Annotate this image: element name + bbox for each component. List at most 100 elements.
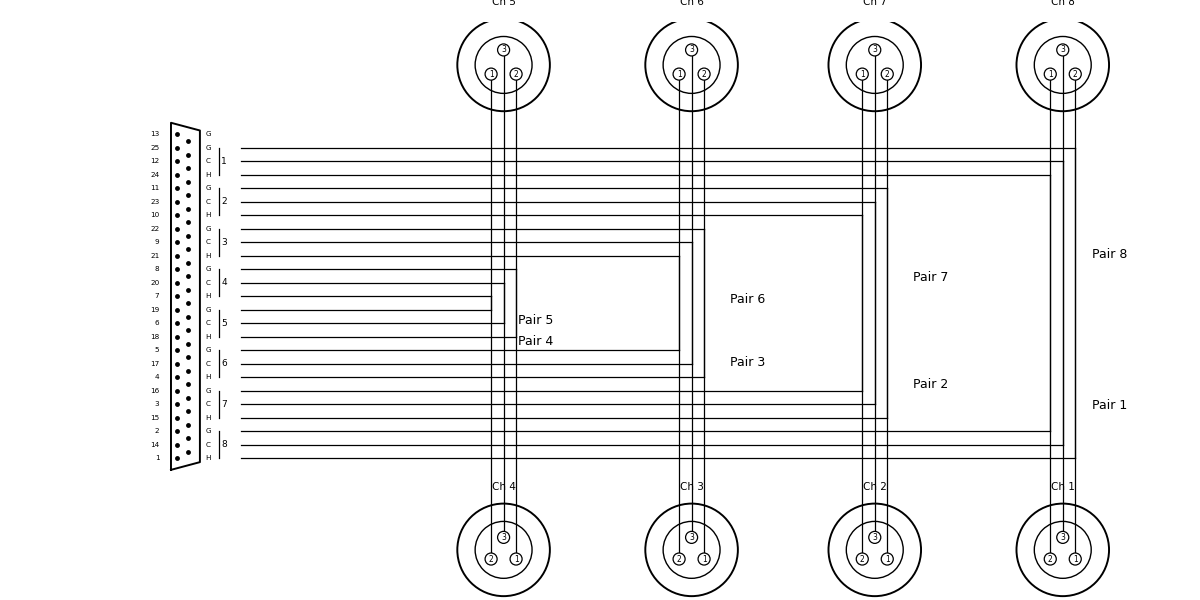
Circle shape: [698, 68, 710, 80]
Text: Pair 1: Pair 1: [1092, 399, 1127, 412]
Text: H: H: [205, 455, 211, 461]
Text: H: H: [205, 415, 211, 421]
Text: Pair 6: Pair 6: [730, 293, 766, 306]
Text: 25: 25: [150, 145, 160, 151]
Text: G: G: [205, 131, 211, 137]
Text: Ch 3: Ch 3: [679, 482, 703, 492]
Text: 1: 1: [677, 70, 682, 79]
Text: 2: 2: [1073, 70, 1078, 79]
Circle shape: [1069, 68, 1081, 80]
Text: 6: 6: [155, 320, 160, 326]
Text: Pair 5: Pair 5: [518, 314, 553, 327]
Circle shape: [485, 68, 497, 80]
Text: 20: 20: [150, 280, 160, 286]
Text: 1: 1: [1048, 70, 1052, 79]
Text: 2: 2: [677, 554, 682, 563]
Circle shape: [881, 553, 893, 565]
Circle shape: [485, 553, 497, 565]
Text: C: C: [205, 361, 211, 367]
Circle shape: [673, 553, 685, 565]
Text: G: G: [205, 388, 211, 394]
Text: 1: 1: [221, 157, 227, 166]
Text: 1: 1: [884, 554, 889, 563]
Text: 12: 12: [150, 158, 160, 164]
Text: 3: 3: [689, 533, 694, 542]
Text: H: H: [205, 212, 211, 218]
Text: 21: 21: [150, 253, 160, 259]
Text: Ch 4: Ch 4: [492, 482, 516, 492]
Text: 4: 4: [155, 374, 160, 380]
Text: 1: 1: [702, 554, 707, 563]
Text: 3: 3: [221, 238, 227, 247]
Text: 7: 7: [155, 293, 160, 299]
Text: 2: 2: [884, 70, 889, 79]
Circle shape: [1044, 68, 1056, 80]
Text: H: H: [205, 374, 211, 380]
Text: 3: 3: [689, 46, 694, 55]
Text: 2: 2: [221, 197, 227, 206]
Text: 18: 18: [150, 334, 160, 340]
Text: G: G: [205, 226, 211, 232]
Text: H: H: [205, 334, 211, 340]
Text: 1: 1: [860, 70, 865, 79]
Text: 9: 9: [155, 239, 160, 245]
Circle shape: [869, 532, 881, 544]
Circle shape: [498, 44, 510, 56]
Text: 2: 2: [1048, 554, 1052, 563]
Text: 14: 14: [150, 442, 160, 448]
Text: 1: 1: [488, 70, 493, 79]
Text: G: G: [205, 307, 211, 313]
Circle shape: [857, 68, 869, 80]
Text: 22: 22: [150, 226, 160, 232]
Text: Ch 8: Ch 8: [1051, 0, 1075, 7]
Text: 17: 17: [150, 361, 160, 367]
Text: 1: 1: [1073, 554, 1078, 563]
Circle shape: [673, 68, 685, 80]
Text: G: G: [205, 428, 211, 434]
Text: Ch 5: Ch 5: [492, 0, 516, 7]
Text: 6: 6: [221, 359, 227, 368]
Text: 16: 16: [150, 388, 160, 394]
Text: 1: 1: [155, 455, 160, 461]
Circle shape: [698, 553, 710, 565]
Circle shape: [1057, 532, 1069, 544]
Text: Pair 7: Pair 7: [913, 271, 949, 284]
Text: C: C: [205, 401, 211, 407]
Text: 15: 15: [150, 415, 160, 421]
Text: 11: 11: [150, 185, 160, 191]
Text: 5: 5: [221, 319, 227, 328]
Text: C: C: [205, 158, 211, 164]
Circle shape: [498, 532, 510, 544]
Text: 2: 2: [488, 554, 493, 563]
Text: 1: 1: [514, 554, 518, 563]
Text: 3: 3: [502, 533, 506, 542]
Text: Pair 3: Pair 3: [730, 356, 766, 370]
Text: 19: 19: [150, 307, 160, 313]
Circle shape: [1044, 553, 1056, 565]
Text: G: G: [205, 347, 211, 353]
Text: Pair 2: Pair 2: [913, 377, 948, 391]
Text: C: C: [205, 239, 211, 245]
Text: Pair 8: Pair 8: [1092, 248, 1127, 262]
Text: C: C: [205, 442, 211, 448]
Text: H: H: [205, 172, 211, 178]
Text: 7: 7: [221, 400, 227, 409]
Text: 3: 3: [1061, 533, 1066, 542]
Text: 2: 2: [702, 70, 707, 79]
Text: 5: 5: [155, 347, 160, 353]
Circle shape: [1057, 44, 1069, 56]
Text: 23: 23: [150, 199, 160, 205]
Text: 8: 8: [155, 266, 160, 272]
Text: 2: 2: [514, 70, 518, 79]
Text: 2: 2: [155, 428, 160, 434]
Text: G: G: [205, 145, 211, 151]
Circle shape: [881, 68, 893, 80]
Text: 3: 3: [872, 46, 877, 55]
Text: Pair 4: Pair 4: [518, 335, 553, 348]
Circle shape: [857, 553, 869, 565]
Circle shape: [510, 553, 522, 565]
Text: 3: 3: [155, 401, 160, 407]
Text: 2: 2: [860, 554, 865, 563]
Text: 3: 3: [872, 533, 877, 542]
Text: Ch 2: Ch 2: [863, 482, 887, 492]
